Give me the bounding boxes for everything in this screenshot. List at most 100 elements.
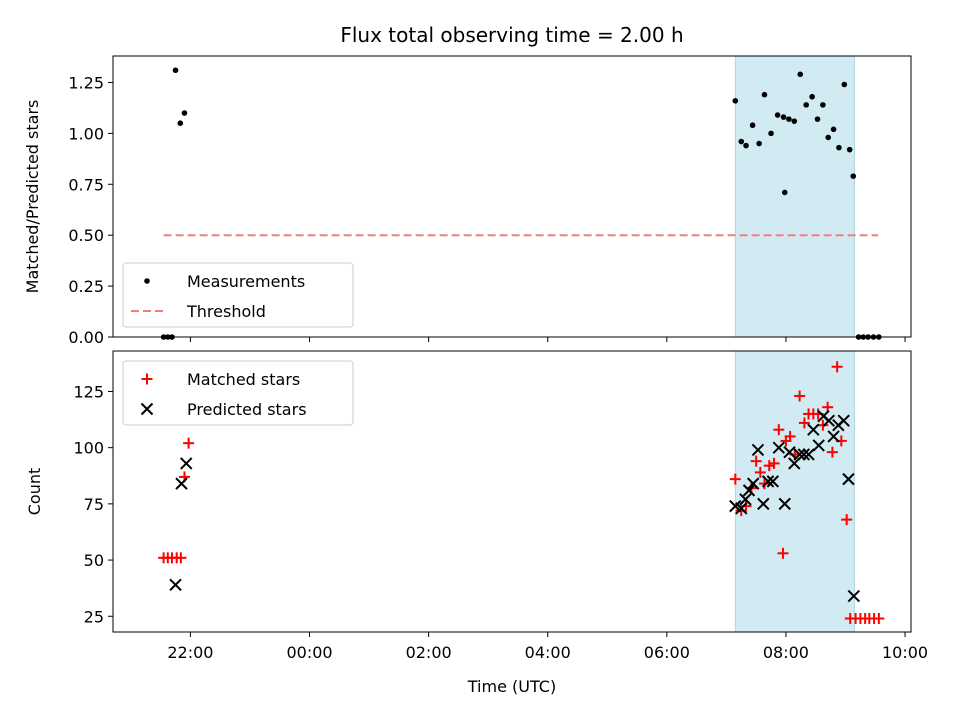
predicted-star-point <box>169 578 182 591</box>
measurement-point <box>761 91 768 98</box>
matched-star-point <box>175 552 187 564</box>
predicted-star-point <box>807 423 820 436</box>
predicted-star-point <box>739 493 752 506</box>
cross-b <box>739 493 752 506</box>
measurement-point <box>732 97 739 104</box>
matched-star-point <box>794 390 806 402</box>
cross-b <box>797 448 811 461</box>
predicted-star-point <box>837 414 850 427</box>
measurement-point <box>177 120 184 126</box>
predicted-star-point <box>797 448 811 461</box>
cross-b <box>729 499 742 513</box>
cross-b <box>827 430 840 443</box>
measurement-point <box>850 173 857 179</box>
measurement-point <box>870 334 877 340</box>
matched-star-point <box>841 514 853 526</box>
matched-star-point <box>777 547 789 559</box>
measurement-point <box>743 142 749 149</box>
predicted-star-point <box>793 448 806 461</box>
y-tick-label: 50 <box>84 551 104 570</box>
cross-b <box>788 457 801 470</box>
cross-b <box>751 443 765 457</box>
top-panel-axes: 0.00 0.25 0.50 0.75 1.00 1.25 <box>68 55 912 347</box>
predicted-star-point <box>783 445 796 459</box>
plot-frame <box>112 350 912 633</box>
legend-box <box>122 262 354 328</box>
measurement-point <box>855 334 862 340</box>
y-tick-label: 0.25 <box>68 277 104 296</box>
measurement-point <box>846 146 853 153</box>
predicted-star-point <box>746 477 760 490</box>
y-tick-label: 0.50 <box>68 226 104 245</box>
measurement-point <box>756 140 762 147</box>
cross-b <box>783 445 796 459</box>
cross-b <box>140 402 154 416</box>
y-tick-label: 25 <box>84 607 104 626</box>
matched-star-point <box>831 361 843 373</box>
y-tick-label: 100 <box>73 439 104 458</box>
measurement-point <box>768 130 774 137</box>
measurement-point <box>809 93 815 100</box>
predicted-star-point <box>761 475 775 488</box>
y-tick-label: 75 <box>84 495 104 514</box>
x-tick-label: 04:00 <box>525 643 571 662</box>
cross-b <box>742 484 756 497</box>
y-tick-label: 0.00 <box>68 328 104 347</box>
cross-b <box>772 441 786 454</box>
predicted-star-point <box>802 448 815 461</box>
predicted-star-point <box>180 457 193 470</box>
cross-b <box>778 497 791 511</box>
shaded-region <box>734 55 855 338</box>
plot-frame <box>112 55 912 338</box>
predicted-star-point <box>742 484 756 497</box>
cross-b <box>842 472 855 486</box>
matched-star-point <box>750 455 762 467</box>
predicted-star-point <box>175 477 188 490</box>
matched-star-point <box>798 417 810 429</box>
legend-predicted-swatch <box>140 402 154 416</box>
matched-star-point <box>873 613 885 625</box>
measurement-point <box>865 334 871 340</box>
measurement-point <box>749 122 756 129</box>
legend-measurement-swatch <box>144 278 150 284</box>
cross-b <box>175 477 188 490</box>
matched-star-point <box>784 430 796 442</box>
y-tick-label: 0.75 <box>68 175 104 194</box>
bottom-panel-y-axis-label: Count <box>25 468 44 516</box>
matched-star-point <box>183 437 195 449</box>
top-panel-shaded-region <box>734 55 855 338</box>
predicted-star-point <box>842 472 855 486</box>
bottom-panel-axes: 25 50 75 100 125 <box>73 350 912 637</box>
cross-b <box>807 423 820 436</box>
measurement-point <box>164 334 171 340</box>
measurement-point <box>803 102 809 108</box>
matched-star-point <box>826 446 838 458</box>
measurement-point <box>825 134 832 141</box>
top-panel-series <box>160 67 882 340</box>
cross-b <box>812 439 825 452</box>
cross-b <box>735 502 748 515</box>
cross-b <box>169 578 182 591</box>
legend-entry-label: Threshold <box>186 302 266 321</box>
predicted-star-point <box>735 502 748 515</box>
bottom-panel-shaded-region <box>734 350 855 633</box>
predicted-star-point <box>847 589 861 603</box>
bottom-panel-series <box>158 361 885 625</box>
measurement-point <box>860 334 867 340</box>
bottom-panel: 25 50 75 100 125 Matched stars Predicted star… <box>25 350 912 637</box>
cross-b <box>761 475 775 488</box>
x-tick-label: 08:00 <box>763 643 809 662</box>
cross-b <box>822 414 836 427</box>
shaded-region <box>734 350 855 633</box>
predicted-star-point <box>788 457 801 470</box>
measurement-point <box>830 126 837 133</box>
measurement-point <box>181 110 188 116</box>
cross-b <box>746 477 760 490</box>
cross-b <box>837 414 850 427</box>
top-panel-legend: Measurements Threshold <box>122 262 354 328</box>
predicted-star-point <box>757 497 770 511</box>
matched-star-point <box>773 424 785 436</box>
x-axis-ticks: 22:00 00:00 02:00 04:00 06:00 08:00 10:00 <box>167 643 928 662</box>
legend-entry-label: Measurements <box>187 272 305 291</box>
cross-b <box>757 497 770 511</box>
